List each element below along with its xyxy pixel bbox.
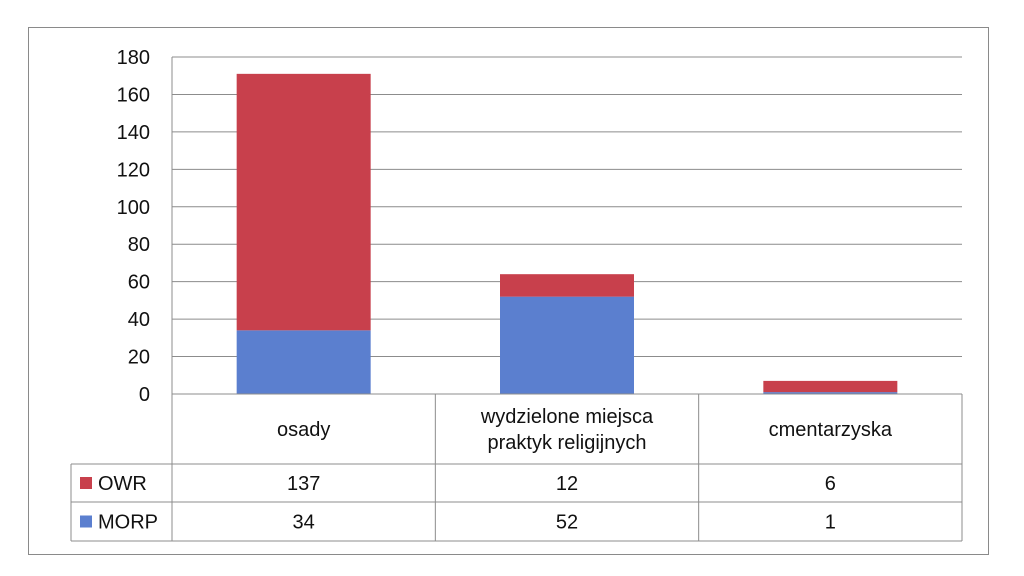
bar-morp xyxy=(500,296,634,394)
y-tick-label: 140 xyxy=(117,122,150,144)
data-label: 12 xyxy=(556,473,578,495)
bar-owr xyxy=(236,73,371,331)
legend-label-owr: OWR xyxy=(98,473,147,495)
y-tick-label: 120 xyxy=(117,159,150,181)
bar-morp xyxy=(236,330,371,394)
y-tick-label: 20 xyxy=(128,347,150,369)
data-label: 137 xyxy=(287,473,320,495)
bar-owr xyxy=(763,380,898,393)
legend-key-morp xyxy=(80,515,92,528)
category-label: wydzielone miejsca xyxy=(480,406,654,428)
data-label: 1 xyxy=(825,512,836,534)
data-label: 6 xyxy=(825,473,836,495)
legend-key-owr xyxy=(80,477,92,489)
y-tick-label: 100 xyxy=(117,197,150,219)
data-label: 34 xyxy=(293,512,315,534)
bar-owr xyxy=(500,274,634,297)
y-tick-label: 80 xyxy=(128,234,150,256)
legend-label-morp: MORP xyxy=(98,512,158,534)
category-label: praktyk religijnych xyxy=(488,432,647,454)
bar-morp xyxy=(763,392,898,394)
y-tick-label: 180 xyxy=(117,47,150,69)
y-tick-label: 160 xyxy=(117,84,150,106)
y-tick-label: 40 xyxy=(128,309,150,331)
category-label: cmentarzyska xyxy=(769,419,893,441)
y-tick-label: 0 xyxy=(139,384,150,406)
y-tick-label: 60 xyxy=(128,272,150,294)
category-label: osady xyxy=(277,419,330,441)
data-label: 52 xyxy=(556,512,578,534)
